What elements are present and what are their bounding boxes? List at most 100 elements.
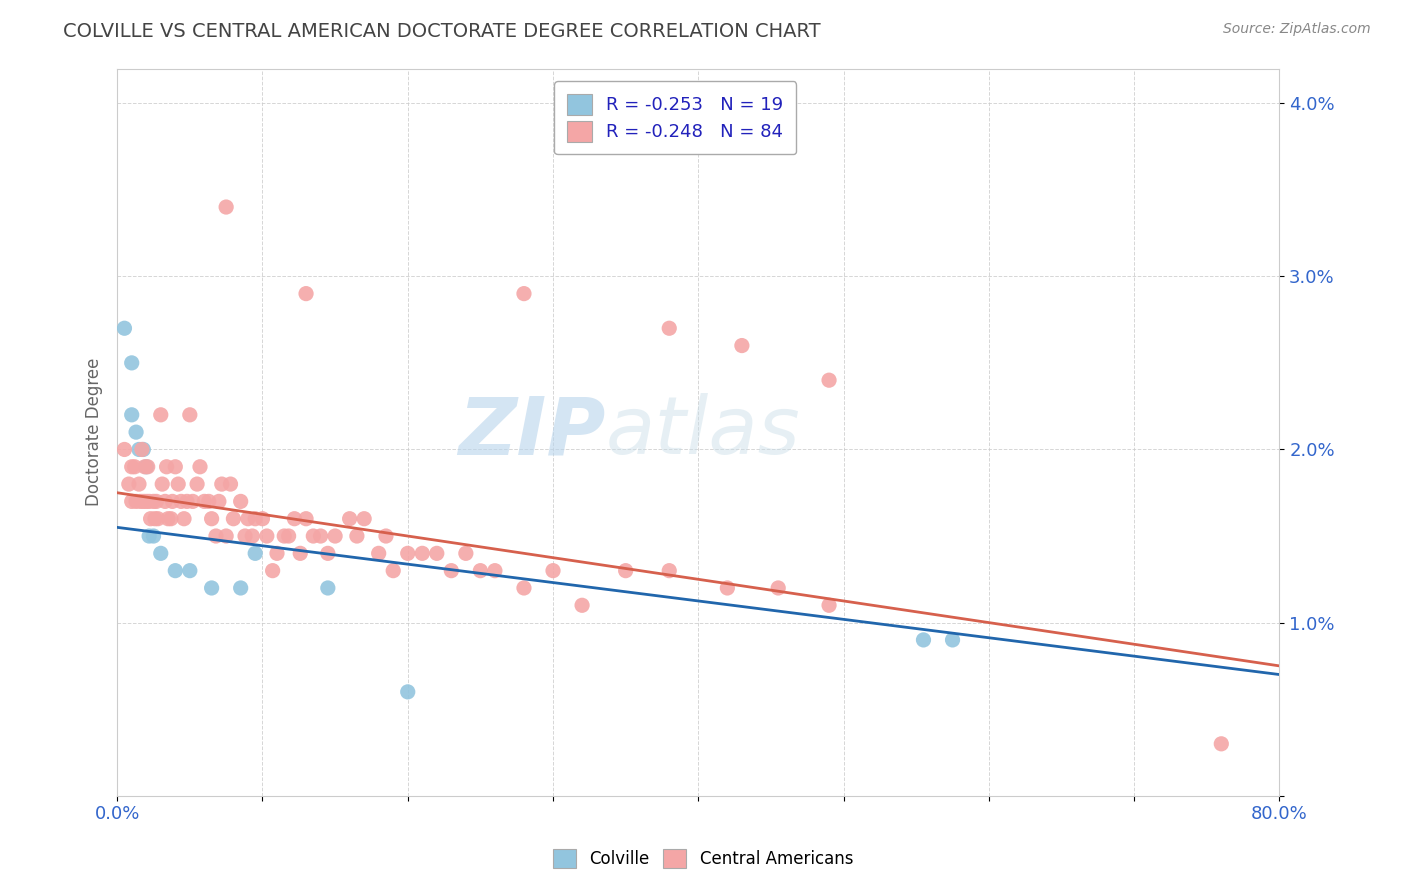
Point	[382, 564, 405, 578]
Point	[136, 459, 159, 474]
Point	[135, 494, 157, 508]
Point	[155, 459, 177, 474]
Point	[150, 477, 173, 491]
Point	[129, 494, 152, 508]
Point	[146, 512, 169, 526]
Point	[193, 494, 215, 508]
Point	[731, 338, 754, 352]
Point	[128, 477, 150, 491]
Point	[186, 477, 208, 491]
Point	[114, 321, 136, 335]
Point	[513, 581, 536, 595]
Point	[222, 512, 245, 526]
Point	[162, 494, 184, 508]
Point	[323, 529, 346, 543]
Point	[121, 408, 143, 422]
Point	[201, 581, 224, 595]
Point	[283, 512, 305, 526]
Point	[219, 477, 242, 491]
Point	[658, 564, 681, 578]
Point	[132, 494, 155, 508]
Point	[179, 564, 201, 578]
Point	[614, 564, 637, 578]
Point	[339, 512, 361, 526]
Point	[454, 546, 477, 560]
Point	[121, 356, 143, 370]
Point	[114, 442, 136, 457]
Point	[818, 599, 841, 613]
Point	[316, 546, 339, 560]
Point	[143, 512, 166, 526]
Point	[295, 512, 318, 526]
Text: atlas: atlas	[606, 393, 800, 471]
Point	[211, 477, 233, 491]
Point	[125, 425, 148, 439]
Text: ZIP: ZIP	[458, 393, 606, 471]
Legend: R = -0.253   N = 19, R = -0.248   N = 84: R = -0.253 N = 19, R = -0.248 N = 84	[554, 81, 796, 154]
Point	[367, 546, 389, 560]
Point	[121, 459, 143, 474]
Point	[513, 286, 536, 301]
Point	[396, 685, 419, 699]
Point	[165, 459, 187, 474]
Point	[142, 494, 165, 508]
Point	[411, 546, 433, 560]
Point	[266, 546, 288, 560]
Point	[121, 494, 143, 508]
Point	[375, 529, 398, 543]
Point	[353, 512, 375, 526]
Point	[132, 442, 155, 457]
Point	[766, 581, 789, 595]
Point	[134, 459, 156, 474]
Point	[484, 564, 506, 578]
Point	[165, 564, 187, 578]
Point	[396, 546, 419, 560]
Y-axis label: Doctorate Degree: Doctorate Degree	[86, 358, 103, 507]
Point	[277, 529, 299, 543]
Point	[138, 529, 160, 543]
Point	[145, 494, 167, 508]
Point	[262, 564, 284, 578]
Point	[157, 512, 180, 526]
Point	[118, 477, 141, 491]
Point	[440, 564, 463, 578]
Point	[245, 546, 267, 560]
Point	[149, 546, 172, 560]
Point	[240, 529, 263, 543]
Point	[912, 632, 935, 647]
Point	[153, 494, 176, 508]
Point	[208, 494, 231, 508]
Point	[658, 321, 681, 335]
Point	[470, 564, 492, 578]
Text: COLVILLE VS CENTRAL AMERICAN DOCTORATE DEGREE CORRELATION CHART: COLVILLE VS CENTRAL AMERICAN DOCTORATE D…	[63, 22, 821, 41]
Point	[179, 408, 201, 422]
Point	[245, 512, 267, 526]
Point	[309, 529, 332, 543]
Point	[316, 581, 339, 595]
Point	[188, 459, 211, 474]
Point	[229, 581, 252, 595]
Point	[197, 494, 219, 508]
Point	[167, 477, 190, 491]
Point	[205, 529, 228, 543]
Point	[941, 632, 963, 647]
Point	[131, 442, 153, 457]
Point	[236, 512, 259, 526]
Point	[426, 546, 449, 560]
Point	[215, 529, 238, 543]
Point	[160, 512, 183, 526]
Point	[173, 512, 195, 526]
Point	[181, 494, 204, 508]
Point	[139, 512, 162, 526]
Point	[135, 459, 157, 474]
Point	[124, 459, 146, 474]
Point	[233, 529, 256, 543]
Point	[541, 564, 564, 578]
Point	[215, 200, 238, 214]
Point	[176, 494, 198, 508]
Point	[1211, 737, 1233, 751]
Point	[256, 529, 278, 543]
Point	[716, 581, 738, 595]
Point	[295, 286, 318, 301]
Point	[149, 408, 172, 422]
